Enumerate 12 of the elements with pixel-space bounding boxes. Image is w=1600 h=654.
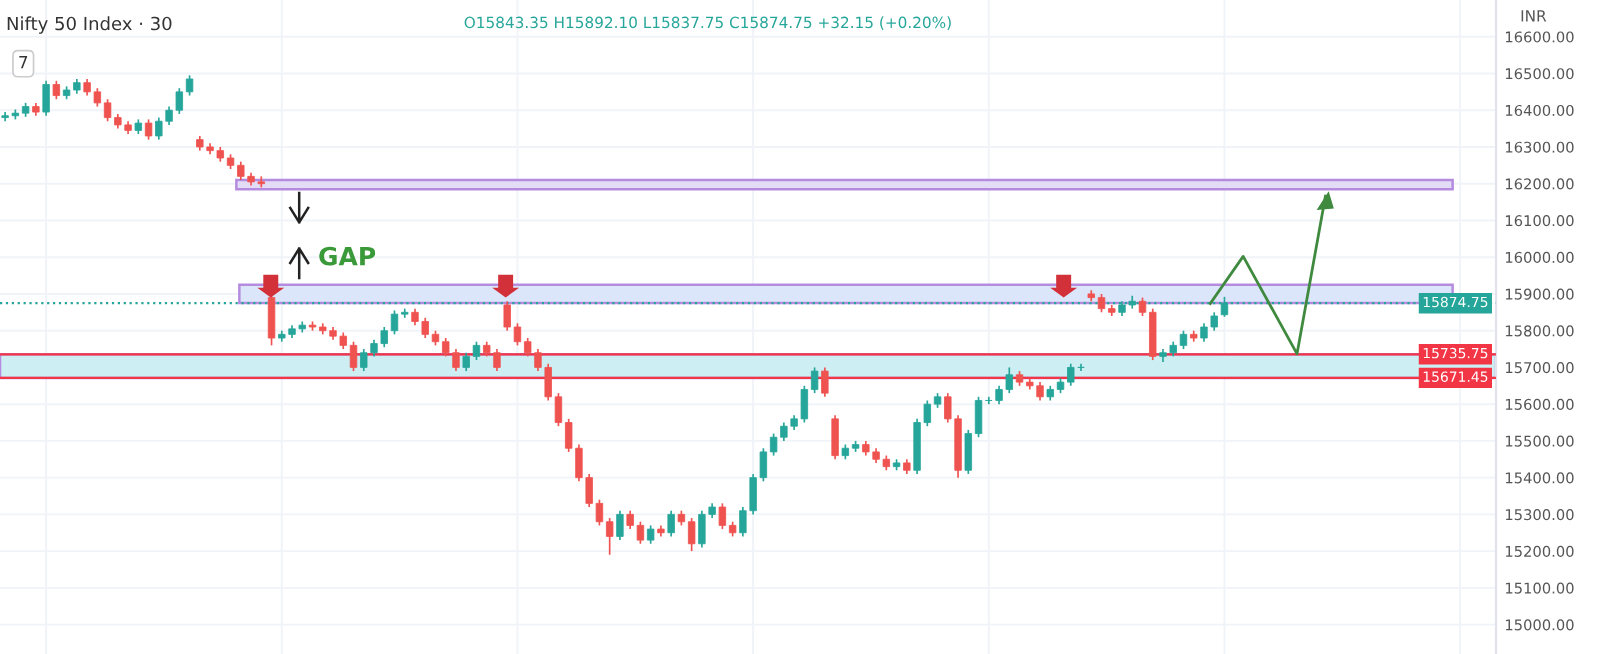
text: Nifty 50 Index · 30 bbox=[7, 16, 172, 34]
candlestick bbox=[144, 118, 153, 141]
candlestick bbox=[52, 79, 61, 101]
candlestick bbox=[821, 366, 829, 398]
candlestick bbox=[646, 524, 655, 545]
candlestick bbox=[667, 509, 675, 538]
candlestick bbox=[42, 79, 50, 117]
candlestick bbox=[831, 414, 839, 461]
annotation: GAP bbox=[319, 246, 376, 266]
candlestick bbox=[616, 509, 624, 541]
candlestick bbox=[267, 293, 276, 347]
annotation: 7 bbox=[19, 56, 28, 69]
